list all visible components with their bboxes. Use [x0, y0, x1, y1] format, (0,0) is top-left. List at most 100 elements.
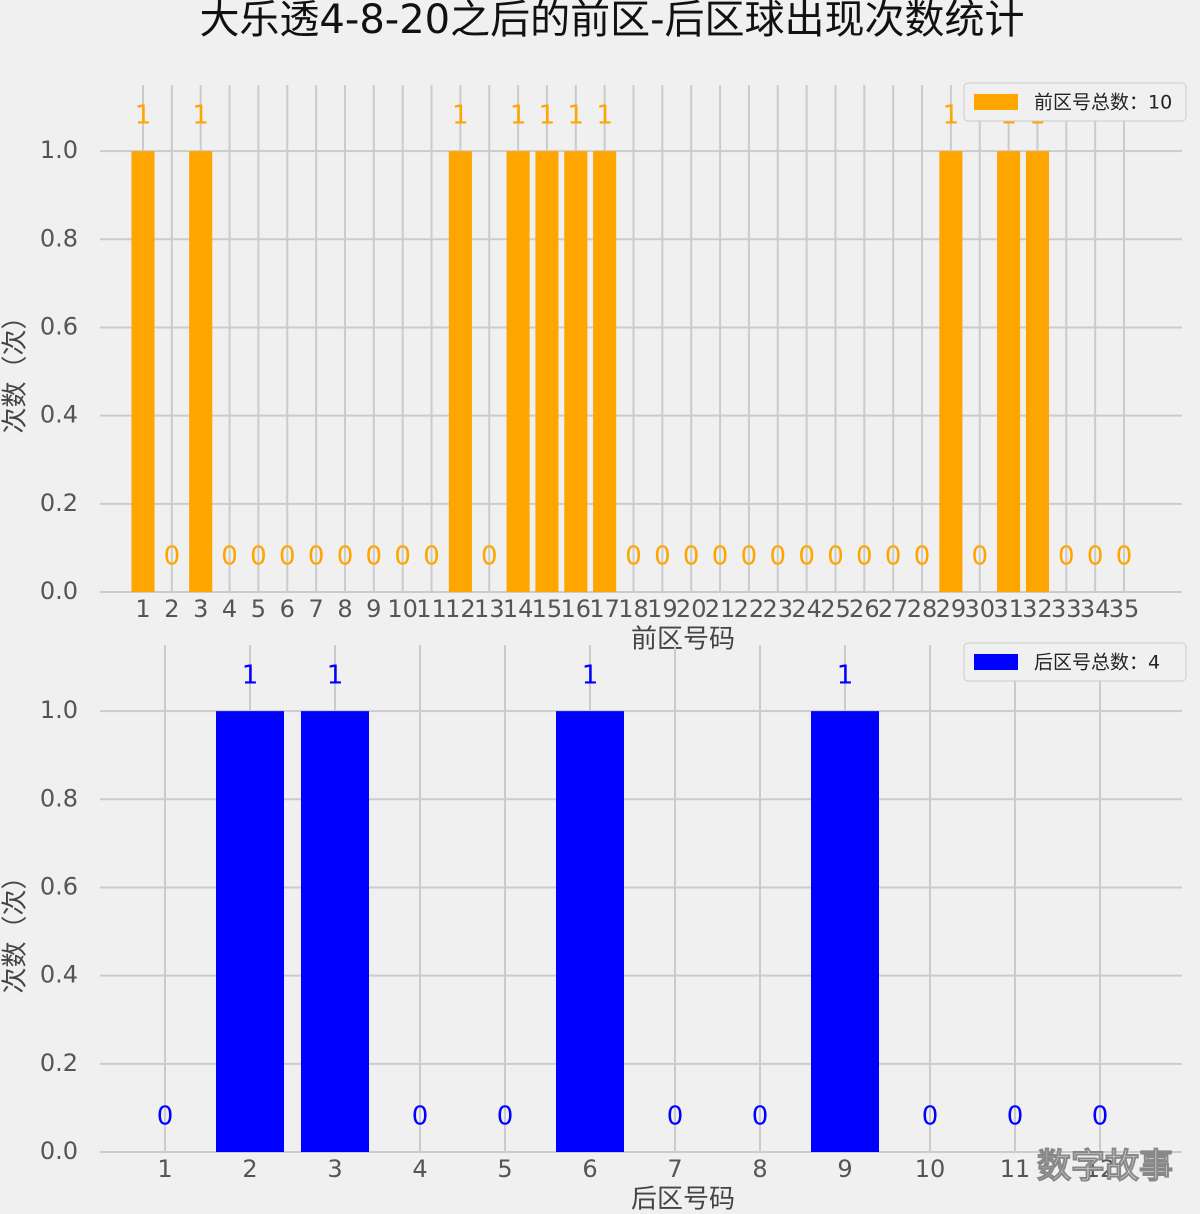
bar [593, 151, 617, 592]
x-tick-label: 20 [676, 595, 707, 623]
legend-box [963, 642, 1187, 682]
y-tick-label: 0.2 [40, 489, 78, 517]
data-label: 0 [769, 542, 786, 572]
x-tick-label: 19 [647, 595, 678, 623]
x-tick-label: 25 [820, 595, 851, 623]
y-tick-label: 0.6 [40, 872, 78, 900]
x-tick-label: 23 [762, 595, 793, 623]
data-label: 0 [798, 542, 815, 572]
data-label: 0 [412, 1102, 429, 1132]
data-label: 1 [943, 101, 960, 131]
y-tick-label: 0.4 [40, 401, 78, 429]
data-label: 1 [568, 101, 585, 131]
data-label: 0 [1007, 1102, 1024, 1132]
data-label: 0 [914, 542, 931, 572]
x-tick-label: 1 [135, 595, 150, 623]
x-tick-label: 8 [752, 1155, 767, 1183]
x-tick-label: 3 [193, 595, 208, 623]
y-tick-label: 0.6 [40, 312, 78, 340]
y-tick-label: 0.0 [40, 577, 78, 605]
data-label: 1 [837, 661, 854, 691]
x-tick-label: 9 [366, 595, 381, 623]
data-label: 1 [582, 661, 599, 691]
legend-swatch [974, 94, 1018, 110]
x-tick-label: 16 [561, 595, 592, 623]
legend-label: 后区号总数：4 [1034, 652, 1160, 674]
x-tick-label: 4 [222, 595, 237, 623]
x-tick-label: 27 [878, 595, 909, 623]
bar [811, 711, 879, 1152]
y-axis-label: 次数（次） [1, 863, 31, 993]
data-label: 0 [157, 1102, 174, 1132]
x-tick-label: 1 [157, 1155, 172, 1183]
data-label: 0 [1087, 542, 1104, 572]
data-label: 1 [135, 101, 152, 131]
data-label: 1 [452, 101, 469, 131]
x-tick-label: 11 [1000, 1155, 1031, 1183]
data-label: 0 [683, 542, 700, 572]
x-tick-label: 10 [915, 1155, 946, 1183]
x-tick-label: 6 [582, 1155, 597, 1183]
x-axis-label: 前区号码 [631, 625, 735, 655]
x-tick-label: 10 [387, 595, 418, 623]
legend-swatch [974, 654, 1018, 670]
x-tick-label: 7 [308, 595, 323, 623]
bar [564, 151, 588, 592]
x-tick-label: 2 [242, 1155, 257, 1183]
data-label: 0 [922, 1102, 939, 1132]
watermark: 数字故事 [1037, 1147, 1173, 1187]
x-tick-label: 31 [993, 595, 1024, 623]
x-tick-label: 30 [964, 595, 995, 623]
bar [535, 151, 559, 592]
data-label: 0 [1092, 1102, 1109, 1132]
data-label: 0 [667, 1102, 684, 1132]
x-tick-label: 12 [1085, 1155, 1116, 1183]
data-label: 1 [596, 101, 613, 131]
data-label: 0 [856, 542, 873, 572]
x-tick-label: 35 [1109, 595, 1140, 623]
data-label: 0 [250, 542, 267, 572]
x-tick-label: 33 [1051, 595, 1082, 623]
x-tick-label: 12 [445, 595, 476, 623]
bar [997, 151, 1021, 592]
y-tick-label: 0.2 [40, 1049, 78, 1077]
data-label: 0 [654, 542, 671, 572]
bar [1025, 151, 1049, 592]
y-tick-label: 0.8 [40, 784, 78, 812]
bar [506, 151, 530, 592]
data-label: 1 [327, 661, 344, 691]
x-tick-label: 28 [907, 595, 938, 623]
x-tick-label: 5 [251, 595, 266, 623]
x-tick-label: 7 [667, 1155, 682, 1183]
x-tick-label: 13 [474, 595, 505, 623]
data-label: 1 [510, 101, 527, 131]
bar [131, 151, 155, 592]
data-label: 0 [1058, 542, 1075, 572]
data-label: 0 [366, 542, 383, 572]
data-label: 0 [481, 542, 498, 572]
data-label: 0 [741, 542, 758, 572]
bar [189, 151, 213, 592]
bar [301, 711, 369, 1152]
data-label: 1 [242, 661, 259, 691]
bar [448, 151, 472, 592]
y-tick-label: 1.0 [40, 136, 78, 164]
x-tick-label: 3 [327, 1155, 342, 1183]
data-label: 0 [885, 542, 902, 572]
data-label: 0 [1116, 542, 1133, 572]
y-tick-label: 1.0 [40, 696, 78, 724]
x-tick-label: 9 [837, 1155, 852, 1183]
x-tick-label: 15 [532, 595, 563, 623]
data-label: 0 [827, 542, 844, 572]
x-tick-label: 11 [416, 595, 447, 623]
x-tick-label: 34 [1080, 595, 1111, 623]
bar [939, 151, 963, 592]
x-tick-label: 5 [497, 1155, 512, 1183]
data-label: 0 [337, 542, 354, 572]
y-tick-label: 0.8 [40, 224, 78, 252]
x-tick-label: 22 [734, 595, 765, 623]
data-label: 1 [539, 101, 556, 131]
x-tick-label: 24 [791, 595, 822, 623]
data-label: 0 [712, 542, 729, 572]
